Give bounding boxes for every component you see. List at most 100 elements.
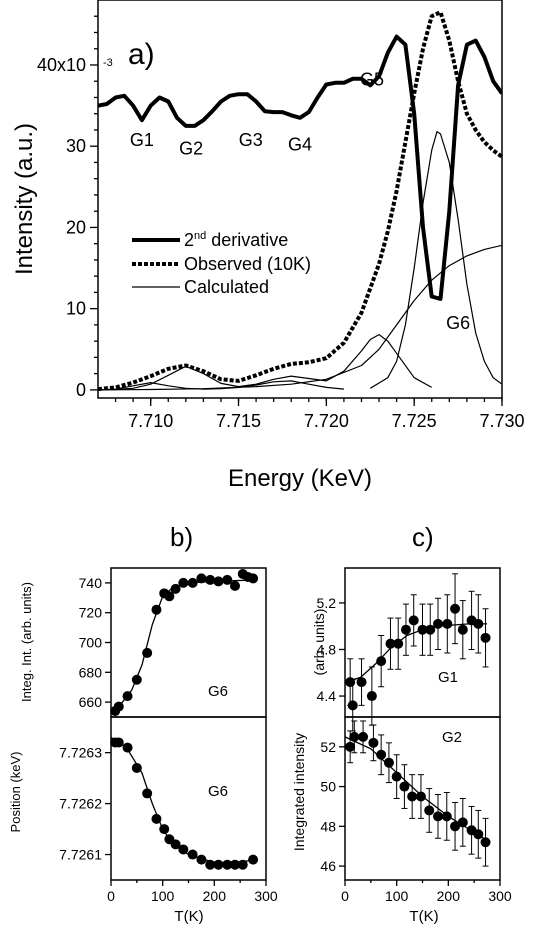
panel-a-plot-frame [97, 0, 503, 399]
panel-c-top-fit-line [344, 623, 488, 683]
panel-c-top-data-point [442, 618, 453, 629]
panel-c-bottom-data-point [424, 805, 435, 816]
panel-c-bottom-data-point [368, 737, 379, 748]
panel-c-bottom-data-point [376, 749, 387, 760]
panel-c-bottom-data-point [480, 837, 491, 848]
panel-c-top-data-point [425, 624, 436, 635]
panel-b-top-data-point [122, 691, 133, 702]
panel-b-top-data-point [248, 573, 259, 584]
panel-a-legend: 2nd derivative Observed (10K) Calculated [132, 230, 311, 297]
panel-b-top-y-tick-label: 660 [79, 694, 103, 710]
panel-c-bottom-data-point [415, 791, 426, 802]
panel-c-bottom-data-point [441, 811, 452, 822]
panel-a-x-axis-label: Energy (KeV) [228, 465, 372, 492]
panel-a-series-thin-2 [98, 334, 432, 391]
panel-b-bottom-y-label: Position (keV) [8, 752, 23, 833]
panel-c-top-y-tick-label: 4.8 [317, 641, 337, 657]
panel-a-y-tick-label: 10 [66, 299, 86, 319]
panel-b-top-data-point [164, 591, 175, 602]
panel-b-x-label: T(K) [174, 908, 203, 925]
panel-b-bottom-data-point [205, 859, 216, 870]
panel-a-annotation-g6: G6 [446, 313, 470, 333]
panel-b-bottom-y-tick-label: 7.7263 [59, 745, 102, 761]
panel-b-top-data-point [178, 577, 189, 588]
panel-a-x-tick-label: 7.720 [304, 411, 349, 431]
panel-b-bottom-data-point [151, 813, 162, 824]
panel-b-bottom-data-point [222, 859, 233, 870]
panel-b-bottom-data-point [213, 859, 224, 870]
panel-a-y-axis-label: Intensity (a.u.) [11, 123, 38, 275]
panel-c-top-y-label: (arb. units) [311, 609, 327, 676]
panel-a-annotation-g1: G1 [130, 130, 154, 150]
panel-c-top-data-point [473, 618, 484, 629]
panel-c-label: c) [412, 522, 434, 552]
panel-c-bottom-data-point [399, 781, 410, 792]
panel-b-bottom-data-point [178, 844, 189, 855]
panel-c-bottom-data-point [433, 811, 443, 822]
panel-b-top-data-point [187, 577, 198, 588]
panel-b-bottom-data-point [187, 849, 198, 860]
panel-b-bottom-data-point [131, 762, 142, 773]
panel-b-top-y-tick-label: 680 [79, 664, 103, 680]
panel-b-bottom-data-point [248, 854, 259, 865]
panel-b-top-data-point [131, 674, 142, 685]
panel-c-bottom-annotation: G2 [442, 729, 462, 746]
panel-b-bottom-y-tick-label: 7.7262 [59, 796, 102, 812]
panel-b-bottom-data-point [113, 737, 124, 748]
panel-b-label: b) [170, 522, 193, 552]
panel-b-bottom-x-tick-label: 300 [254, 888, 278, 904]
panel-c-top-y-tick-label: 4.4 [317, 688, 337, 704]
panel-c-top-data-point [433, 618, 443, 629]
panel-b-bottom-data-point [230, 859, 240, 870]
panel-c-bottom-x-tick-label: 200 [437, 888, 461, 904]
panel-c-top-data-point [480, 632, 491, 643]
panel-a-y-tick-label: 20 [66, 217, 86, 237]
panel-a-y-tick-label: 30 [66, 136, 86, 156]
panel-b-chart: b) Integ. Int. (arb. units) Position (ke… [8, 522, 278, 925]
panel-c-bottom-data-point [345, 741, 356, 752]
panel-b-bottom-x-tick-label: 0 [107, 888, 115, 904]
panel-b-bottom-data-point [170, 839, 181, 850]
panel-c-top-data-point [417, 624, 428, 635]
panel-b-top-frame [110, 567, 267, 718]
panel-b-top-y-tick-label: 700 [79, 635, 103, 651]
panel-c-top-data-point [347, 700, 358, 711]
panel-b-top-data-point [205, 574, 216, 585]
panel-c-top-data-point [408, 615, 419, 626]
panel-c-top-data-point [366, 691, 377, 702]
panel-c-top-data-point [400, 624, 411, 635]
panel-c-top-data-point [345, 677, 356, 688]
panel-c-bottom-data-point [391, 771, 402, 782]
panel-c-x-label: T(K) [409, 908, 438, 925]
panel-a-series-thin-5 [369, 131, 502, 389]
panel-a-x-tick-label: 7.710 [128, 411, 173, 431]
panel-c-bottom-y-tick-label: 46 [320, 858, 336, 874]
panel-c-bottom-data-point [450, 821, 461, 832]
panel-c-bottom-y-label: Integrated intensity [291, 733, 307, 851]
panel-b-top-fit-line [110, 579, 256, 712]
legend-label-calculated: Calculated [184, 277, 269, 297]
panel-c-chart: c) (arb. units) Integrated intensity T(K… [291, 522, 512, 925]
panel-a-label: a) [128, 38, 155, 71]
panel-a-series-thick-0 [98, 34, 502, 301]
panel-c-bottom-y-tick-label: 50 [320, 779, 336, 795]
panel-b-bottom-data-point [122, 742, 133, 753]
panel-c-top-data-point [450, 603, 461, 614]
panel-c-top-data-point [385, 638, 396, 649]
panel-b-top-data-point [230, 580, 240, 591]
panel-c-top-annotation: G1 [438, 669, 458, 686]
panel-c-bottom-data-point [407, 791, 418, 802]
panel-c-bottom-x-tick-label: 0 [341, 888, 349, 904]
panel-b-bottom-x-tick-label: 100 [151, 888, 175, 904]
panel-b-bottom-x-tick-label: 200 [203, 888, 227, 904]
panel-a-y-exponent: -3 [103, 57, 113, 69]
panel-c-bottom-y-tick-label: 52 [320, 739, 336, 755]
panel-b-top-data-point [222, 574, 233, 585]
panel-c-bottom-data-point [383, 757, 394, 768]
panel-a-annotation-g3: G3 [239, 130, 263, 150]
panel-b-bottom-data-point [196, 854, 207, 865]
panel-b-bottom-data-point [237, 859, 248, 870]
panel-c-top-data-point [356, 677, 367, 688]
panel-c-top-data-point [393, 638, 404, 649]
